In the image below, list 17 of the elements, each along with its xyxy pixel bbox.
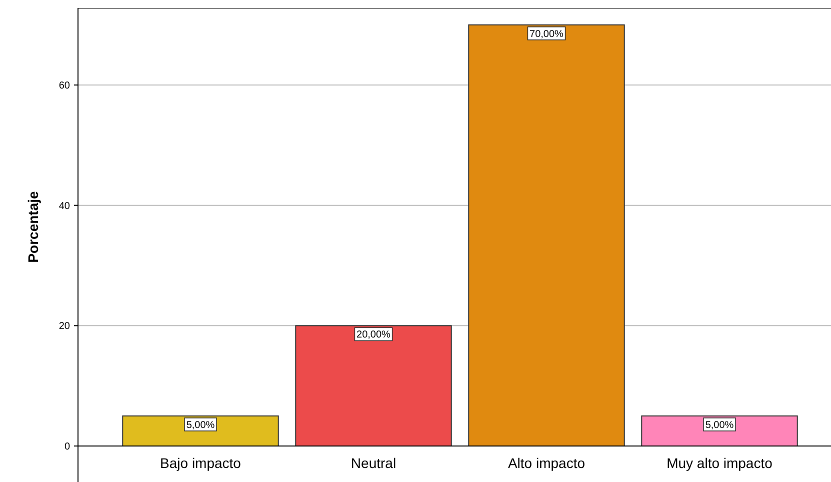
y-tick-label: 0 xyxy=(64,442,70,452)
x-tick-label: Bajo impacto xyxy=(160,455,242,471)
data-label: 20,00% xyxy=(356,330,391,341)
y-tick-label: 40 xyxy=(58,200,70,212)
data-label: 5,00% xyxy=(705,420,734,431)
data-label: 70,00% xyxy=(530,28,564,40)
x-tick-label: Muy alto impacto xyxy=(666,455,773,471)
bar xyxy=(122,415,279,446)
x-tick-label: Alto impacto xyxy=(508,455,586,471)
y-tick-label: 60 xyxy=(58,80,70,92)
y-tick-label: 20 xyxy=(58,321,70,332)
data-label: 5,00% xyxy=(186,420,215,431)
bar xyxy=(641,415,798,446)
x-tick-label: Neutral xyxy=(350,455,396,471)
bar xyxy=(468,24,625,446)
bar xyxy=(295,325,452,446)
y-axis-title: Porcentaje xyxy=(25,190,41,263)
